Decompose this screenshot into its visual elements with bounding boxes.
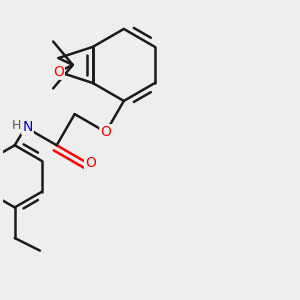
Text: O: O	[100, 125, 111, 139]
Text: O: O	[85, 156, 96, 170]
Text: O: O	[53, 65, 64, 79]
Text: H: H	[12, 119, 21, 132]
Text: N: N	[22, 120, 33, 134]
